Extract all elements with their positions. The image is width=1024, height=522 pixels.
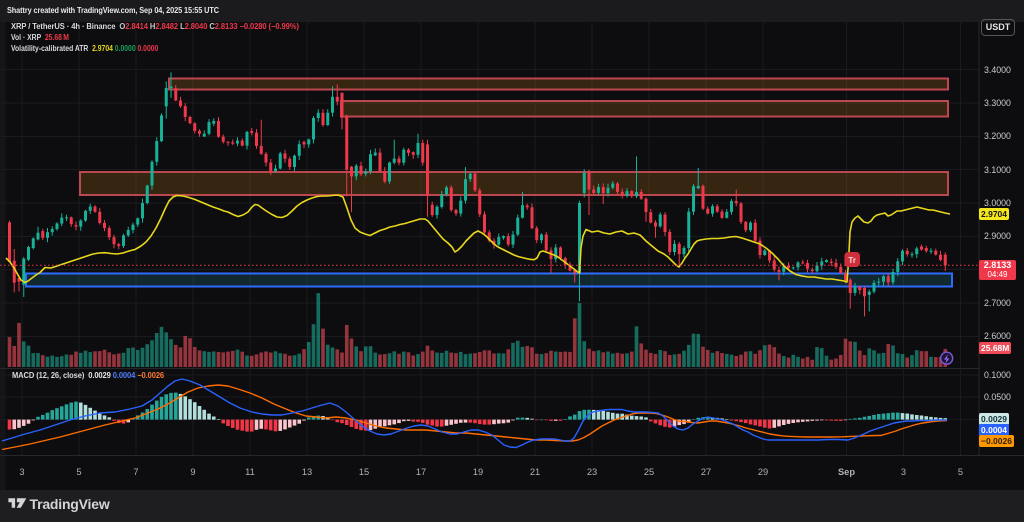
svg-text:Tr: Tr (848, 256, 856, 265)
